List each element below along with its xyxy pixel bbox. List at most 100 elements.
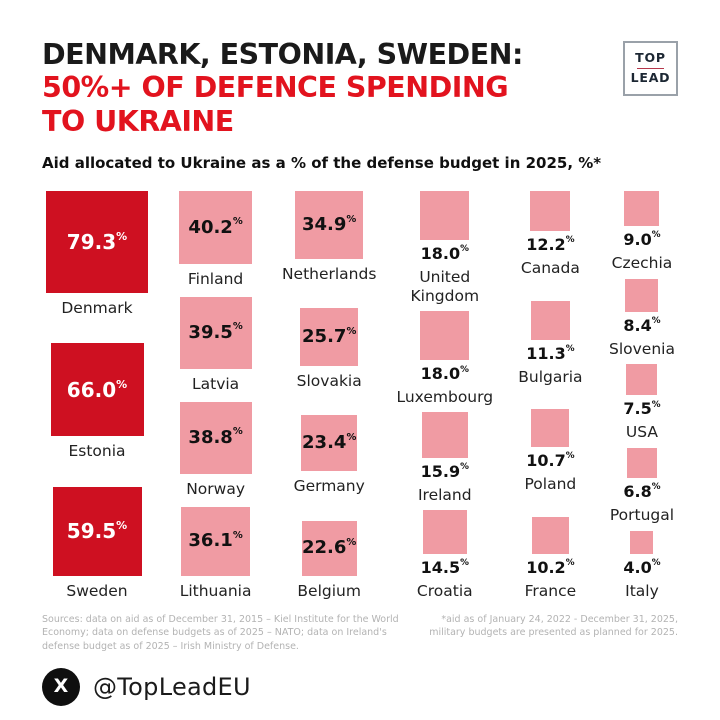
country-label: Estonia — [68, 442, 126, 461]
percent-sign: % — [651, 558, 661, 569]
percent-sign: % — [346, 325, 357, 337]
country-cell: 11.3% Bulgaria — [518, 300, 583, 387]
value-square — [530, 300, 570, 340]
percent-sign: % — [460, 558, 469, 569]
value-square — [421, 411, 468, 458]
value-label: 15.9% — [420, 461, 469, 481]
percent-sign: % — [116, 518, 128, 532]
country-label: United Kingdom — [410, 268, 480, 306]
country-label: Denmark — [61, 299, 133, 318]
value-label: 22.6% — [302, 536, 357, 559]
title-line-1: DENMARK, ESTONIA, SWEDEN: — [42, 38, 523, 71]
country-label: Slovakia — [296, 372, 362, 391]
value-label: 10.7% — [526, 451, 575, 471]
value-label: 39.5% — [188, 321, 243, 343]
value-square: 38.8% — [179, 401, 252, 474]
country-label: Czechia — [611, 254, 673, 273]
percent-sign: % — [346, 536, 357, 548]
page-title: DENMARK, ESTONIA, SWEDEN: 50%+ OF DEFENC… — [42, 38, 523, 138]
value-label: 40.2% — [188, 216, 243, 238]
aid-footnote: *aid as of January 24, 2022 - December 3… — [429, 614, 678, 639]
value-square — [531, 409, 570, 448]
value-square: 66.0% — [50, 343, 144, 437]
country-cell: 59.5% Sweden — [52, 486, 142, 601]
value-label: 10.2% — [526, 557, 575, 577]
percent-sign: % — [651, 482, 661, 493]
percent-sign: % — [565, 451, 575, 462]
grid-column-2: 40.2% Finland 39.5% Latvia 38.8% Norway 36.1% L… — [168, 191, 264, 601]
value-label: 38.8% — [188, 426, 243, 448]
grid-column-1: 79.3% Denmark 66.0% Estonia 59.5% Sweden — [42, 191, 152, 601]
value-label: 25.7% — [302, 325, 357, 348]
country-label: Canada — [520, 259, 580, 278]
percent-sign: % — [346, 213, 357, 225]
social-strip: X @TopLeadEU — [42, 667, 678, 706]
country-cell: 25.7% Slovakia — [297, 308, 362, 391]
country-cell: 8.4% Slovenia — [609, 278, 675, 359]
country-cell: 14.5% Croatia — [416, 509, 473, 601]
country-label: France — [524, 581, 577, 600]
toplead-logo-top: TOP — [635, 50, 666, 66]
percent-sign: % — [460, 462, 469, 473]
country-cell: 79.3% Denmark — [46, 191, 148, 318]
country-label: Finland — [187, 270, 244, 289]
title-line-3: TO UKRAINE — [42, 104, 234, 138]
country-label: Ireland — [417, 485, 472, 504]
grid-column-5: 12.2% Canada 11.3% Bulgaria 10.7% Poland 10.2%… — [510, 191, 590, 601]
country-label: Croatia — [416, 581, 473, 600]
country-cell: 36.1% Lithuania — [179, 506, 252, 601]
value-square: 23.4% — [301, 415, 358, 472]
chart-subtitle: Aid allocated to Ukraine as a % of the d… — [42, 154, 602, 173]
country-label: Poland — [524, 475, 577, 494]
country-cell: 22.6% Belgium — [297, 520, 361, 601]
country-cell: 15.9% Ireland — [417, 411, 472, 505]
percent-sign: % — [346, 431, 357, 443]
value-square — [531, 516, 569, 554]
percent-sign: % — [232, 216, 243, 228]
percent-sign: % — [565, 343, 575, 354]
country-cell: 38.8% Norway — [179, 401, 252, 499]
value-square — [420, 191, 470, 241]
toplead-logo-divider — [637, 67, 664, 70]
value-square — [625, 278, 659, 312]
value-square — [626, 448, 657, 478]
grid-column-3: 34.9% Netherlands 25.7% Slovakia 23.4% German… — [279, 191, 379, 601]
value-square — [420, 311, 470, 361]
value-square: 22.6% — [301, 520, 357, 576]
percent-sign: % — [232, 529, 243, 541]
value-label: 23.4% — [302, 431, 357, 454]
country-label: Netherlands — [281, 265, 377, 284]
value-label: 66.0% — [66, 377, 128, 402]
footer-notes: Sources: data on aid as of December 31, … — [42, 613, 678, 653]
country-label: Norway — [186, 479, 245, 498]
social-handle: @TopLeadEU — [93, 672, 251, 701]
percent-sign: % — [565, 235, 575, 246]
grid-column-4: 18.0% United Kingdom 18.0% Luxembourg 15.9% I… — [395, 191, 495, 601]
country-label: Italy — [625, 581, 659, 600]
value-square: 79.3% — [46, 191, 148, 294]
country-cell: 23.4% Germany — [294, 415, 365, 496]
country-cell: 34.9% Netherlands — [282, 191, 376, 284]
value-square — [630, 530, 654, 554]
value-label: 4.0% — [623, 557, 661, 577]
value-square: 36.1% — [181, 506, 251, 576]
country-cell: 18.0% United Kingdom — [395, 191, 495, 307]
country-label: Lithuania — [179, 581, 252, 600]
country-cell: 7.5% USA — [623, 364, 661, 442]
percent-sign: % — [651, 399, 661, 410]
grid-column-6: 9.0% Czechia 8.4% Slovenia 7.5% USA 6.8% Portug… — [606, 191, 678, 601]
value-label: 11.3% — [526, 343, 575, 363]
percent-sign: % — [116, 377, 128, 391]
country-cell: 6.8% Portugal — [610, 448, 674, 525]
value-square — [530, 191, 571, 232]
country-cell: 18.0% Luxembourg — [396, 311, 493, 407]
value-square: 34.9% — [295, 191, 364, 260]
value-square — [422, 509, 467, 554]
country-label: Germany — [293, 477, 365, 496]
value-label: 7.5% — [623, 399, 661, 419]
country-cell: 66.0% Estonia — [50, 343, 144, 461]
header: DENMARK, ESTONIA, SWEDEN: 50%+ OF DEFENC… — [42, 38, 678, 138]
value-label: 79.3% — [66, 229, 128, 255]
country-label: Latvia — [191, 374, 240, 393]
